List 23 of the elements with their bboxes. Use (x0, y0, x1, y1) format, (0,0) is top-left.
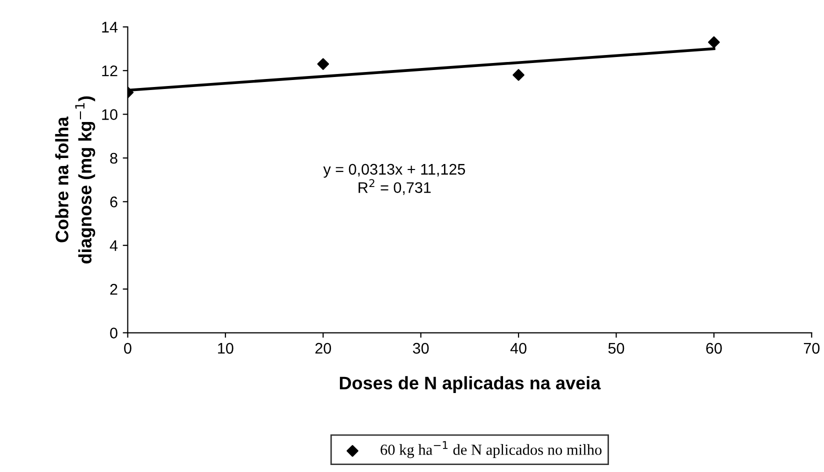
x-tick-label: 50 (608, 342, 624, 354)
y-tick-label: 0 (110, 328, 118, 338)
point (317, 58, 330, 70)
x-tick-label: 20 (315, 342, 332, 354)
x-tick-label: 0 (124, 342, 132, 354)
x-tick-label: 30 (412, 342, 429, 354)
x-tick-label: 70 (804, 342, 820, 354)
y-tick-label: 8 (110, 152, 118, 164)
annotation: y = 0,0313x + 11,125 R$^{2}$ = 0,731 (323, 164, 466, 195)
legend-label: 60 kg ha$^{−1}$ de N aplicados no milho (380, 441, 602, 458)
y-tick-label: 14 (102, 22, 118, 32)
y-tick-label: 6 (110, 196, 118, 208)
y-tick-label: 2 (110, 284, 118, 295)
x-tick-label: 60 (706, 342, 722, 354)
x-tick-label: 40 (510, 342, 526, 354)
x-axis-title: Doses de N aplicadas na aveia (340, 376, 601, 393)
y-tick-label: 12 (102, 65, 118, 76)
point (512, 69, 524, 81)
point (708, 36, 720, 48)
y-tick-label: 10 (102, 109, 118, 120)
y-axis-title: Cobre na folha diagnose (mg kg$^{−1}$) (55, 96, 96, 264)
y-tick-label: 4 (110, 240, 118, 251)
x-tick-label: 10 (218, 342, 234, 354)
